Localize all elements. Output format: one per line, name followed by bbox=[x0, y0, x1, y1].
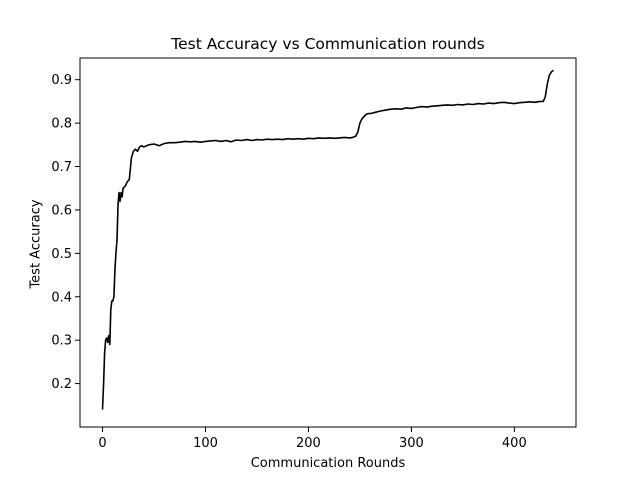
series-line-0 bbox=[101, 69, 555, 410]
plot-area bbox=[101, 69, 555, 410]
x-axis-label: Communication Rounds bbox=[251, 456, 406, 471]
x-tick-label: 200 bbox=[296, 436, 321, 451]
y-tick-label: 0.2 bbox=[51, 377, 72, 392]
y-axis-label: Test Accuracy bbox=[29, 199, 44, 289]
x-tick-label: 0 bbox=[98, 436, 106, 451]
y-tick-label: 0.9 bbox=[51, 73, 72, 88]
y-tick-label: 0.5 bbox=[51, 247, 72, 262]
x-tick-label: 100 bbox=[193, 436, 218, 451]
axis-ticks: 0 100 200 300 400 0.2 0.3 0.4 0.5 0.6 0.7 0.8 0.9 bbox=[51, 73, 526, 451]
y-tick-label: 0.3 bbox=[51, 334, 72, 349]
x-tick-label: 300 bbox=[399, 436, 424, 451]
y-tick-label: 0.8 bbox=[51, 117, 72, 132]
plot-frame bbox=[79, 57, 577, 428]
chart-title: Test Accuracy vs Communication rounds bbox=[170, 35, 485, 53]
y-tick-label: 0.7 bbox=[51, 160, 72, 175]
x-tick-label: 400 bbox=[502, 436, 527, 451]
y-tick-label: 0.4 bbox=[51, 290, 72, 305]
y-tick-label: 0.6 bbox=[51, 203, 72, 218]
